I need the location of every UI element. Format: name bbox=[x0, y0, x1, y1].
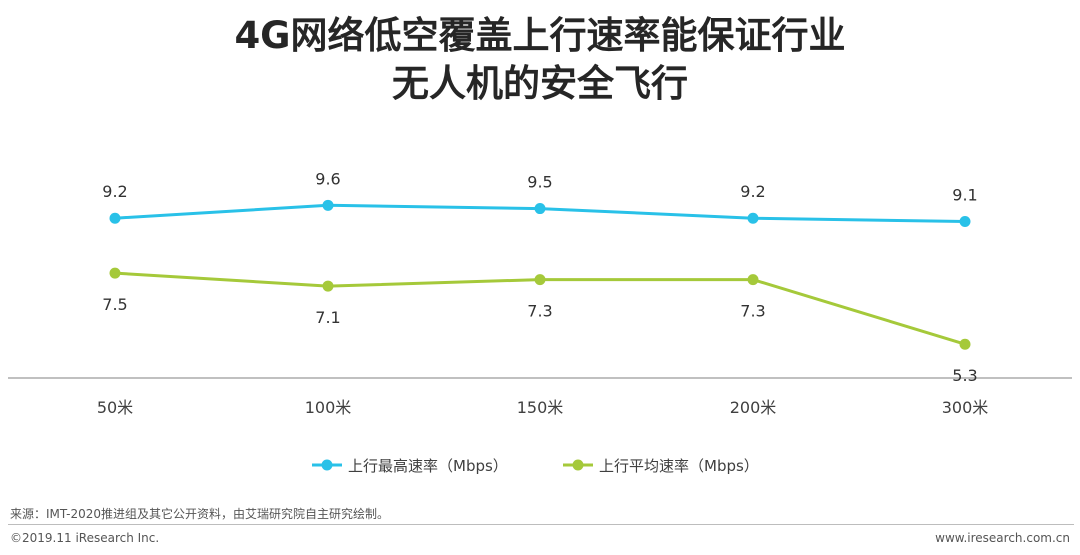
series-1-data-label: 9.1 bbox=[952, 185, 977, 204]
series-2-point bbox=[534, 274, 546, 286]
series-2-data-label: 7.3 bbox=[740, 302, 765, 321]
series-1-data-label: 9.2 bbox=[102, 182, 127, 201]
series-1-point bbox=[534, 203, 546, 215]
legend-label: 上行平均速率（Mbps） bbox=[599, 457, 759, 475]
x-tick-label: 200米 bbox=[730, 398, 777, 417]
series-2-data-label: 7.1 bbox=[315, 308, 340, 327]
series-2-point bbox=[109, 267, 121, 279]
x-tick-label: 50米 bbox=[97, 398, 133, 417]
series-2-point bbox=[959, 338, 971, 350]
x-tick-label: 150米 bbox=[517, 398, 564, 417]
legend-swatch-marker bbox=[321, 459, 333, 471]
x-tick-label: 100米 bbox=[305, 398, 352, 417]
chart-title-line-2: 无人机的安全飞行 bbox=[392, 62, 688, 105]
series-1-data-label: 9.6 bbox=[315, 169, 340, 188]
series-2-point bbox=[747, 274, 759, 286]
line-chart: 50米 100米 150米 200米 300米 9.2 9.6 9.5 9.2 9.1 7.5 7.1… bbox=[8, 169, 1072, 475]
x-tick-label: 300米 bbox=[942, 398, 989, 417]
series-2-data-label: 7.5 bbox=[102, 295, 127, 314]
series-1-point bbox=[747, 212, 759, 224]
legend-label: 上行最高速率（Mbps） bbox=[348, 457, 508, 475]
series-1-point bbox=[322, 199, 334, 211]
series-1-data-label: 9.2 bbox=[740, 182, 765, 201]
copyright-text: ©2019.11 iResearch Inc. bbox=[10, 531, 160, 545]
source-note: 来源：IMT-2020推进组及其它公开资料，由艾瑞研究院自主研究绘制。 bbox=[10, 507, 389, 521]
legend-swatch-marker bbox=[572, 459, 584, 471]
series-1-point bbox=[959, 215, 971, 227]
series-2-data-label: 7.3 bbox=[527, 302, 552, 321]
website-text: www.iresearch.com.cn bbox=[935, 531, 1070, 545]
chart-title-line-1: 4G网络低空覆盖上行速率能保证行业 bbox=[234, 14, 846, 57]
series-2-point bbox=[322, 280, 334, 292]
series-1-data-label: 9.5 bbox=[527, 173, 552, 192]
series-1-point bbox=[109, 212, 121, 224]
footer-divider bbox=[8, 524, 1074, 525]
series-2-data-label: 5.3 bbox=[952, 366, 977, 385]
